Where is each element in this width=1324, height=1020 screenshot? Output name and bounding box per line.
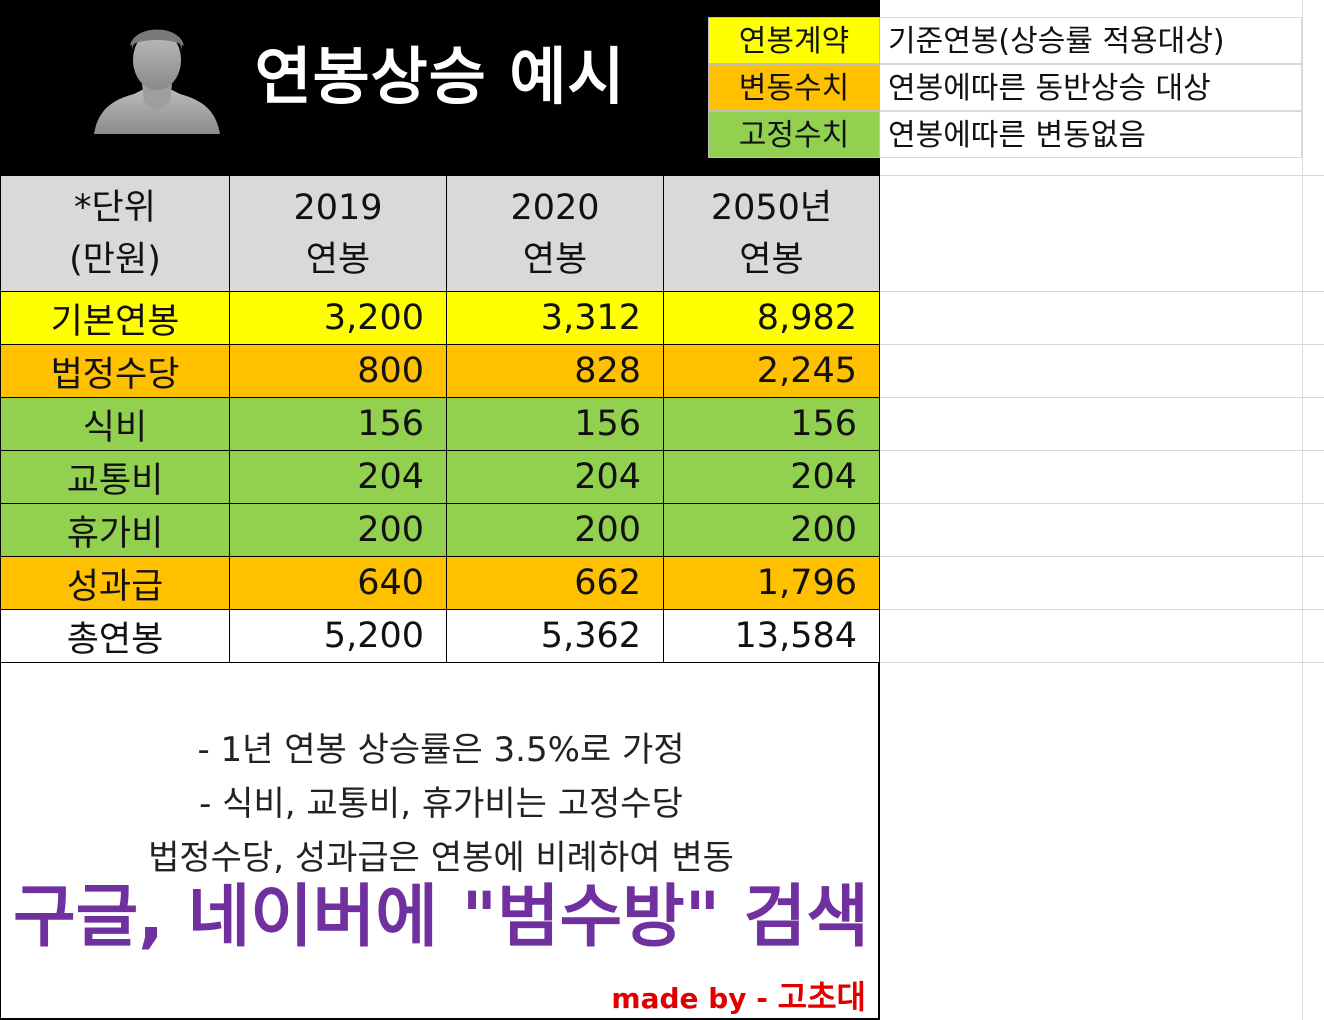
header-line: 연봉 (739, 239, 804, 280)
value-cell: 204 (230, 451, 447, 504)
header-line: 2050년 (710, 187, 833, 228)
header-cell-2020: 2020 연봉 (447, 176, 664, 292)
table-row: 교통비 204 204 204 (0, 451, 880, 504)
page-title: 연봉상승 예시 (254, 40, 626, 113)
header-line: (만원) (69, 239, 161, 280)
value-cell: 156 (230, 398, 447, 451)
value-cell: 2,245 (664, 345, 880, 398)
note-line: - 식비, 교통비, 휴가비는 고정수당 (199, 784, 683, 824)
grid-row-line (880, 291, 1324, 292)
grid-row-line (880, 556, 1324, 557)
table-row: 성과급 640 662 1,796 (0, 557, 880, 610)
legend-swatch-fixed: 고정수치 (708, 111, 880, 158)
value-cell: 13,584 (664, 610, 880, 663)
grid-row-line (880, 662, 1324, 663)
legend-row: 변동수치 연봉에따른 동반상승 대상 (708, 64, 1302, 111)
value-cell: 156 (664, 398, 880, 451)
note-line: - 1년 연봉 상승률은 3.5%로 가정 (197, 730, 685, 770)
value-cell: 204 (664, 451, 880, 504)
grid-row-line (880, 609, 1324, 610)
value-cell: 640 (230, 557, 447, 610)
value-cell: 204 (447, 451, 664, 504)
value-cell: 156 (447, 398, 664, 451)
table-row: 식비 156 156 156 (0, 398, 880, 451)
promo-text: 구글, 네이버에 "범수방" 검색 (13, 878, 869, 957)
value-cell: 200 (230, 504, 447, 557)
legend-description: 기준연봉(상승률 적용대상) (880, 17, 1302, 64)
header-line: 연봉 (305, 239, 371, 280)
legend-swatch-variable: 변동수치 (708, 64, 880, 111)
row-label: 성과급 (0, 557, 230, 610)
row-label: 기본연봉 (0, 292, 230, 345)
grid-row-line (880, 344, 1324, 345)
value-cell: 3,200 (230, 292, 447, 345)
row-label: 총연봉 (0, 610, 230, 663)
value-cell: 662 (447, 557, 664, 610)
header-cell-2019: 2019 연봉 (230, 176, 447, 292)
header-line: 2020 (510, 187, 600, 228)
row-label: 교통비 (0, 451, 230, 504)
credit-prefix: made by - (611, 982, 778, 1015)
legend-description: 연봉에따른 변동없음 (880, 111, 1302, 158)
value-cell: 800 (230, 345, 447, 398)
table-row: 휴가비 200 200 200 (0, 504, 880, 557)
legend-row: 연봉계약 기준연봉(상승률 적용대상) (708, 17, 1302, 64)
value-cell: 5,362 (447, 610, 664, 663)
grid-row-line (880, 450, 1324, 451)
header-cell-2050: 2050년 연봉 (664, 176, 880, 292)
header-line: 2019 (293, 187, 383, 228)
author-credit: made by - 고초대 (611, 972, 866, 1018)
table-header-row: *단위 (만원) 2019 연봉 2020 연봉 2050년 연봉 (0, 176, 880, 292)
legend-swatch-contract: 연봉계약 (708, 17, 880, 64)
person-silhouette-icon (94, 29, 220, 134)
value-cell: 8,982 (664, 292, 880, 345)
row-label: 법정수당 (0, 345, 230, 398)
table-row: 법정수당 800 828 2,245 (0, 345, 880, 398)
table-row-total: 총연봉 5,200 5,362 13,584 (0, 610, 880, 663)
value-cell: 3,312 (447, 292, 664, 345)
grid-row-line (880, 397, 1324, 398)
value-cell: 828 (447, 345, 664, 398)
header-line: *단위 (74, 187, 156, 228)
value-cell: 1,796 (664, 557, 880, 610)
credit-name: 고초대 (777, 978, 866, 1016)
note-line: 법정수당, 성과급은 연봉에 비례하여 변동 (148, 838, 734, 878)
value-cell: 5,200 (230, 610, 447, 663)
legend-description: 연봉에따른 동반상승 대상 (880, 64, 1302, 111)
value-cell: 200 (664, 504, 880, 557)
table-row: 기본연봉 3,200 3,312 8,982 (0, 292, 880, 345)
legend-row: 고정수치 연봉에따른 변동없음 (708, 111, 1302, 158)
value-cell: 200 (447, 504, 664, 557)
header-cell-unit: *단위 (만원) (0, 176, 230, 292)
grid-row-line (880, 503, 1324, 504)
row-label: 휴가비 (0, 504, 230, 557)
grid-column-line (1302, 0, 1303, 1020)
header-line: 연봉 (522, 239, 588, 280)
notes-panel: - 1년 연봉 상승률은 3.5%로 가정 - 식비, 교통비, 휴가비는 고정… (0, 662, 880, 1020)
row-label: 식비 (0, 398, 230, 451)
grid-row-line (880, 175, 1324, 176)
